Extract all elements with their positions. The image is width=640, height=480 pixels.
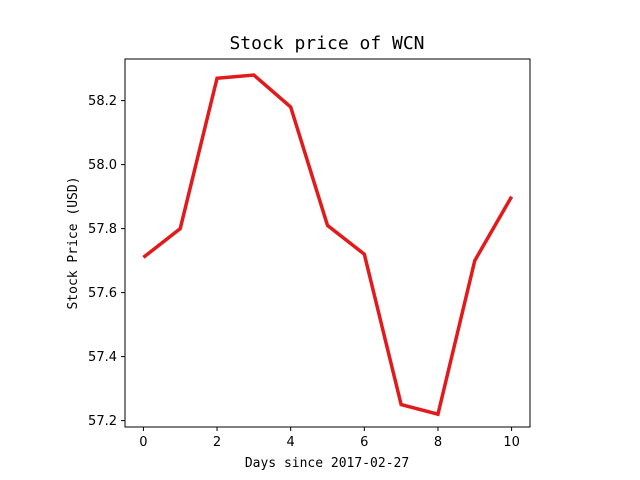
x-tick-label: 0 <box>139 435 147 450</box>
x-axis-label: Days since 2017-02-27 <box>245 456 409 471</box>
x-tick-label: 2 <box>213 435 221 450</box>
y-tick-label: 58.0 <box>88 158 117 173</box>
x-tick-label: 4 <box>287 435 295 450</box>
chart-title: Stock price of WCN <box>229 33 424 54</box>
x-tick-label: 6 <box>360 435 368 450</box>
y-tick-label: 57.6 <box>88 286 117 301</box>
y-tick-label: 58.2 <box>88 94 117 109</box>
plot-area <box>142 73 514 417</box>
x-tick-label: 8 <box>434 435 442 450</box>
y-tick-label: 57.4 <box>88 350 117 365</box>
x-tick-label: 10 <box>503 435 520 450</box>
plot-frame <box>124 58 531 428</box>
y-axis: 57.2 57.4 57.6 57.8 58.0 58.2 <box>88 94 125 429</box>
y-axis-label: Stock Price (USD) <box>66 176 81 309</box>
price-line-series-0 <box>142 73 514 417</box>
y-tick-label: 57.2 <box>88 414 117 429</box>
x-axis: 0 2 4 6 8 10 <box>139 427 520 450</box>
y-tick-label: 57.8 <box>88 222 117 237</box>
